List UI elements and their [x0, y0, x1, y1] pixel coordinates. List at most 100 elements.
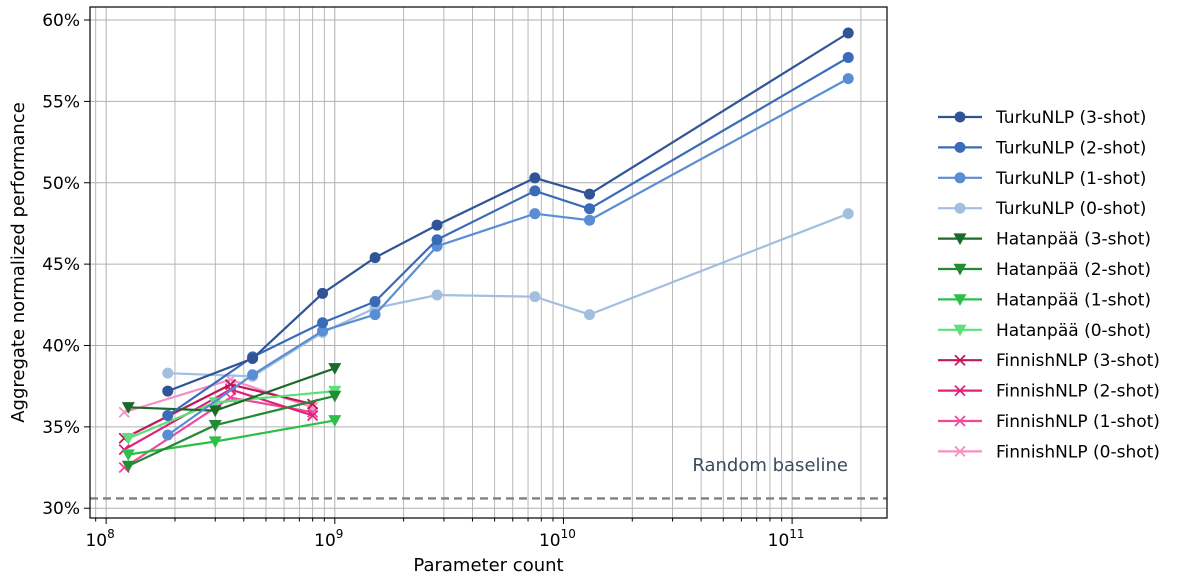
x-marker-stroke [224, 378, 237, 391]
data-point [369, 296, 381, 308]
data-point [529, 291, 541, 303]
data-point [954, 202, 966, 214]
legend-label: Hatanpää (3-shot) [996, 230, 1151, 250]
legend-item: Hatanpää (3-shot) [938, 230, 1151, 250]
legend-label: TurkuNLP (2-shot) [995, 138, 1146, 158]
y-tick-label: 60% [42, 11, 80, 31]
legend-item: FinnishNLP (3-shot) [938, 351, 1160, 371]
data-point [953, 233, 967, 246]
x-marker-stroke [954, 354, 966, 366]
legend-item: FinnishNLP (0-shot) [938, 442, 1160, 462]
y-tick-label: 50% [42, 174, 80, 194]
series [118, 378, 319, 444]
data-point [954, 111, 966, 123]
legend-item: TurkuNLP (3-shot) [938, 108, 1146, 128]
data-point [121, 449, 135, 462]
data-point [431, 219, 443, 231]
y-axis-label: Aggregate normalized performance [8, 102, 29, 423]
legend-label: TurkuNLP (3-shot) [995, 108, 1146, 128]
data-point [954, 415, 966, 427]
legend-item: FinnishNLP (2-shot) [938, 382, 1160, 402]
data-point [954, 354, 966, 366]
series [121, 415, 342, 462]
data-point [369, 309, 381, 321]
data-point [953, 263, 967, 276]
data-point [954, 384, 966, 397]
data-point [529, 172, 541, 184]
series [121, 390, 342, 473]
data-point [121, 460, 135, 473]
series-line [167, 212, 849, 378]
series-line [167, 56, 849, 417]
data-point [328, 390, 342, 403]
data-point [247, 353, 259, 365]
data-point [369, 252, 381, 264]
data-point [842, 51, 854, 63]
data-point [584, 188, 596, 200]
x-marker-stroke [954, 384, 966, 397]
legend-label: Hatanpää (1-shot) [996, 290, 1151, 310]
legend-item: Hatanpää (1-shot) [938, 290, 1151, 310]
data-point [121, 433, 135, 445]
data-point [328, 363, 342, 375]
x-marker-stroke [954, 445, 966, 458]
data-point [328, 415, 342, 427]
x-tick-label: 1010 [539, 527, 576, 551]
series [162, 51, 854, 421]
x-marker-stroke [307, 409, 319, 422]
legend-item: TurkuNLP (0-shot) [938, 199, 1146, 219]
y-tick-label: 30% [42, 499, 80, 519]
legend-label: TurkuNLP (0-shot) [995, 199, 1146, 219]
data-point [317, 287, 329, 299]
legend-label: FinnishNLP (0-shot) [996, 442, 1160, 462]
x-axis-label: Parameter count [413, 555, 563, 576]
legend-item: FinnishNLP (1-shot) [938, 412, 1160, 432]
plot-area-frame [89, 6, 888, 519]
series [162, 27, 854, 397]
data-point [208, 405, 222, 418]
legend-label: FinnishNLP (3-shot) [996, 351, 1160, 371]
legend-label: TurkuNLP (1-shot) [995, 169, 1146, 189]
data-point [953, 324, 967, 337]
y-tick-label: 40% [42, 336, 80, 356]
series-lines [118, 27, 854, 474]
grid [90, 7, 887, 518]
data-point [162, 385, 174, 397]
baseline-label: Random baseline [692, 455, 848, 476]
data-point [584, 309, 596, 321]
random-baseline: Random baseline [90, 455, 887, 500]
legend-label: Hatanpää (0-shot) [996, 321, 1151, 341]
series-line [167, 77, 849, 436]
data-point [247, 369, 259, 381]
y-tick-label: 35% [42, 418, 80, 438]
series [121, 363, 342, 418]
data-point [208, 436, 222, 449]
legend-label: FinnishNLP (2-shot) [996, 382, 1160, 402]
x-tick-label: 109 [314, 527, 343, 551]
data-point [121, 402, 135, 414]
data-point [584, 203, 596, 215]
legend-item: TurkuNLP (2-shot) [938, 138, 1146, 158]
x-tick-label: 108 [85, 527, 114, 551]
axes: 30% 35% 40% 45% 50% 55% 60% 108 109 1010 1011 [42, 11, 862, 551]
data-point [954, 172, 966, 184]
data-point [953, 294, 967, 306]
data-point [162, 409, 174, 421]
data-point [529, 185, 541, 197]
y-tick-label: 45% [42, 255, 80, 275]
legend-item: Hatanpää (0-shot) [938, 321, 1151, 341]
data-point [431, 289, 443, 301]
data-point [842, 73, 854, 85]
legend-label: FinnishNLP (1-shot) [996, 412, 1160, 432]
data-point [162, 429, 174, 441]
x-marker-stroke [954, 415, 966, 427]
x-tick-label: 1011 [768, 527, 805, 551]
series-line [167, 32, 849, 393]
data-point [954, 141, 966, 153]
data-point [317, 317, 329, 329]
data-point [529, 208, 541, 220]
legend-item: Hatanpää (2-shot) [938, 260, 1151, 280]
legend-item: TurkuNLP (1-shot) [938, 169, 1146, 189]
legend-label: Hatanpää (2-shot) [996, 260, 1151, 280]
